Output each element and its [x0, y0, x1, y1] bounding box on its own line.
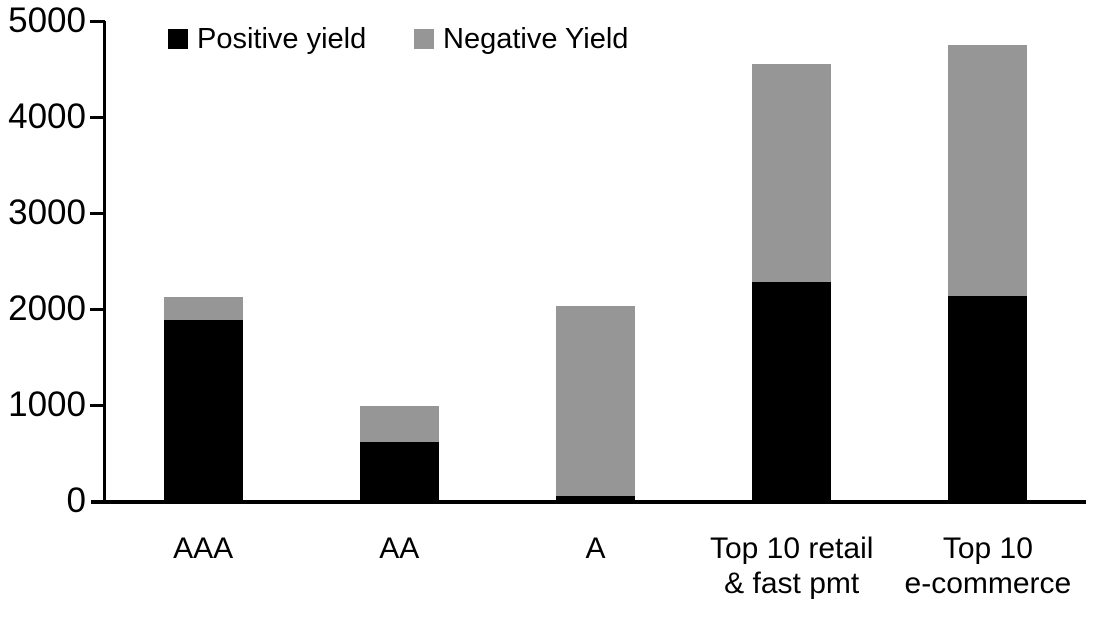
bar-segment-positive-yield [948, 295, 1028, 501]
y-tick-label: 5000 [8, 1, 86, 40]
y-tick [90, 211, 105, 215]
x-category-label: Top 10 retail & fast pmt [709, 532, 874, 600]
y-axis-line [103, 21, 106, 504]
legend-label-negative-yield: Negative Yield [443, 23, 629, 55]
y-tick-label: 4000 [8, 97, 86, 136]
bar-segment-negative-yield [556, 306, 635, 497]
bar-segment-negative-yield [752, 64, 832, 283]
y-tick [90, 115, 105, 119]
y-tick-label: 1000 [8, 385, 86, 424]
bar-segment-positive-yield [556, 496, 635, 501]
y-tick [90, 307, 105, 311]
y-tick [90, 19, 105, 23]
bar-segment-positive-yield [163, 319, 243, 501]
legend-label-positive-yield: Positive yield [197, 23, 367, 55]
bar-segment-negative-yield [948, 45, 1028, 296]
y-tick-label: 2000 [8, 289, 86, 328]
negative-yield-swatch [414, 29, 434, 49]
x-axis-line [91, 500, 1086, 504]
bar-segment-negative-yield [163, 297, 243, 320]
x-category-label: AAA [173, 532, 234, 565]
legend-item-positive-yield: Positive yield [168, 24, 366, 54]
x-category-label: Top 10 e-commerce [904, 532, 1072, 600]
x-category-label: AA [379, 532, 420, 565]
y-tick-label: 0 [66, 481, 86, 520]
x-category-label: A [585, 532, 606, 565]
legend-item-negative-yield: Negative Yield [414, 24, 628, 54]
bar-segment-positive-yield [359, 442, 439, 501]
positive-yield-swatch [168, 29, 188, 49]
y-tick-label: 3000 [8, 193, 86, 232]
bar-segment-positive-yield [752, 282, 832, 501]
bar-segment-negative-yield [359, 405, 439, 443]
y-tick [90, 403, 105, 407]
